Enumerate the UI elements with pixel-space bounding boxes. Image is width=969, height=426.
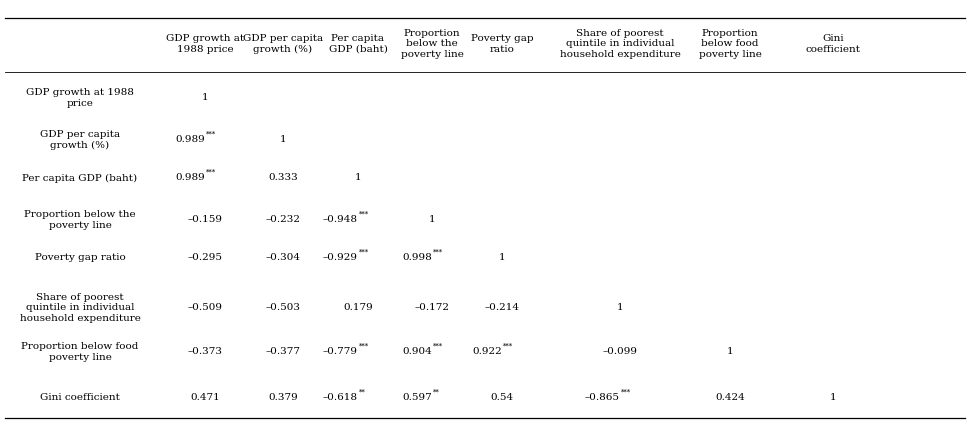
Text: Poverty gap
ratio: Poverty gap ratio <box>470 35 533 54</box>
Text: Gini
coefficient: Gini coefficient <box>804 35 860 54</box>
Text: 0.54: 0.54 <box>490 394 513 403</box>
Text: 0.471: 0.471 <box>190 394 220 403</box>
Text: Share of poorest
quintile in individual
household expenditure: Share of poorest quintile in individual … <box>559 29 679 59</box>
Text: –0.214: –0.214 <box>484 303 519 313</box>
Text: 1: 1 <box>202 93 208 103</box>
Text: –0.779: –0.779 <box>323 348 358 357</box>
Text: –0.295: –0.295 <box>187 253 222 262</box>
Text: 0.179: 0.179 <box>343 303 372 313</box>
Text: –0.304: –0.304 <box>266 253 300 262</box>
Text: Proportion
below the
poverty line: Proportion below the poverty line <box>400 29 463 59</box>
Text: 1: 1 <box>498 253 505 262</box>
Text: Share of poorest
quintile in individual
household expenditure: Share of poorest quintile in individual … <box>19 293 141 323</box>
Text: –0.099: –0.099 <box>602 348 637 357</box>
Text: 0.989: 0.989 <box>175 135 204 144</box>
Text: ***: *** <box>432 249 443 257</box>
Text: –0.929: –0.929 <box>323 253 358 262</box>
Text: –0.618: –0.618 <box>323 394 358 403</box>
Text: –0.373: –0.373 <box>187 348 222 357</box>
Text: ***: *** <box>432 343 443 351</box>
Text: Proportion below food
poverty line: Proportion below food poverty line <box>21 343 139 362</box>
Text: 1: 1 <box>355 173 360 182</box>
Text: Proportion below the
poverty line: Proportion below the poverty line <box>24 210 136 230</box>
Text: ***: *** <box>359 211 369 219</box>
Text: ***: *** <box>359 249 369 257</box>
Text: Proportion
below food
poverty line: Proportion below food poverty line <box>698 29 761 59</box>
Text: 1: 1 <box>616 303 623 313</box>
Text: Per capita GDP (baht): Per capita GDP (baht) <box>22 173 138 183</box>
Text: 0.998: 0.998 <box>402 253 431 262</box>
Text: ***: *** <box>620 389 631 397</box>
Text: 0.922: 0.922 <box>472 348 502 357</box>
Text: **: ** <box>359 389 365 397</box>
Text: 0.333: 0.333 <box>267 173 297 182</box>
Text: 0.424: 0.424 <box>714 394 744 403</box>
Text: –0.509: –0.509 <box>187 303 222 313</box>
Text: –0.503: –0.503 <box>266 303 300 313</box>
Text: GDP per capita
growth (%): GDP per capita growth (%) <box>40 130 120 150</box>
Text: –0.865: –0.865 <box>584 394 619 403</box>
Text: ***: *** <box>205 131 216 139</box>
Text: ***: *** <box>503 343 513 351</box>
Text: 1: 1 <box>279 135 286 144</box>
Text: –0.377: –0.377 <box>266 348 300 357</box>
Text: –0.172: –0.172 <box>414 303 449 313</box>
Text: Per capita
GDP (baht): Per capita GDP (baht) <box>328 35 387 54</box>
Text: **: ** <box>432 389 439 397</box>
Text: 1: 1 <box>828 394 835 403</box>
Text: 0.904: 0.904 <box>402 348 431 357</box>
Text: Poverty gap ratio: Poverty gap ratio <box>35 253 125 262</box>
Text: GDP growth at 1988
price: GDP growth at 1988 price <box>26 88 134 108</box>
Text: –0.159: –0.159 <box>187 216 222 225</box>
Text: 1: 1 <box>726 348 733 357</box>
Text: 1: 1 <box>428 216 435 225</box>
Text: ***: *** <box>205 169 216 177</box>
Text: GDP growth at
1988 price: GDP growth at 1988 price <box>166 35 244 54</box>
Text: –0.232: –0.232 <box>266 216 300 225</box>
Text: Gini coefficient: Gini coefficient <box>40 394 120 403</box>
Text: 0.597: 0.597 <box>402 394 431 403</box>
Text: –0.948: –0.948 <box>323 216 358 225</box>
Text: GDP per capita
growth (%): GDP per capita growth (%) <box>242 34 323 54</box>
Text: 0.379: 0.379 <box>267 394 297 403</box>
Text: 0.989: 0.989 <box>175 173 204 182</box>
Text: ***: *** <box>359 343 369 351</box>
